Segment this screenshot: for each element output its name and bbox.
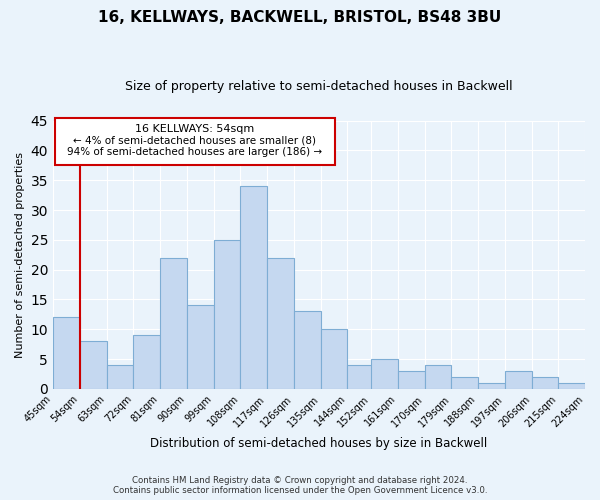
Bar xyxy=(240,186,267,389)
Bar xyxy=(187,306,214,389)
Bar xyxy=(451,377,478,389)
Bar xyxy=(80,341,107,389)
Title: Size of property relative to semi-detached houses in Backwell: Size of property relative to semi-detach… xyxy=(125,80,513,93)
Text: 16 KELLWAYS: 54sqm: 16 KELLWAYS: 54sqm xyxy=(136,124,254,134)
Bar xyxy=(505,371,532,389)
Bar xyxy=(53,318,80,389)
Bar xyxy=(107,365,133,389)
Text: ← 4% of semi-detached houses are smaller (8): ← 4% of semi-detached houses are smaller… xyxy=(73,136,316,145)
Text: 94% of semi-detached houses are larger (186) →: 94% of semi-detached houses are larger (… xyxy=(67,148,323,158)
Bar xyxy=(371,359,398,389)
Bar xyxy=(398,371,425,389)
FancyBboxPatch shape xyxy=(55,118,335,166)
X-axis label: Distribution of semi-detached houses by size in Backwell: Distribution of semi-detached houses by … xyxy=(151,437,488,450)
Bar xyxy=(267,258,294,389)
Bar xyxy=(214,240,240,389)
Bar xyxy=(478,383,505,389)
Text: 16, KELLWAYS, BACKWELL, BRISTOL, BS48 3BU: 16, KELLWAYS, BACKWELL, BRISTOL, BS48 3B… xyxy=(98,10,502,25)
Bar xyxy=(425,365,451,389)
Bar xyxy=(532,377,558,389)
Bar xyxy=(347,365,374,389)
Bar xyxy=(160,258,187,389)
Y-axis label: Number of semi-detached properties: Number of semi-detached properties xyxy=(15,152,25,358)
Text: Contains HM Land Registry data © Crown copyright and database right 2024.
Contai: Contains HM Land Registry data © Crown c… xyxy=(113,476,487,495)
Bar xyxy=(320,330,347,389)
Bar xyxy=(133,335,160,389)
Bar xyxy=(294,312,320,389)
Bar xyxy=(558,383,585,389)
